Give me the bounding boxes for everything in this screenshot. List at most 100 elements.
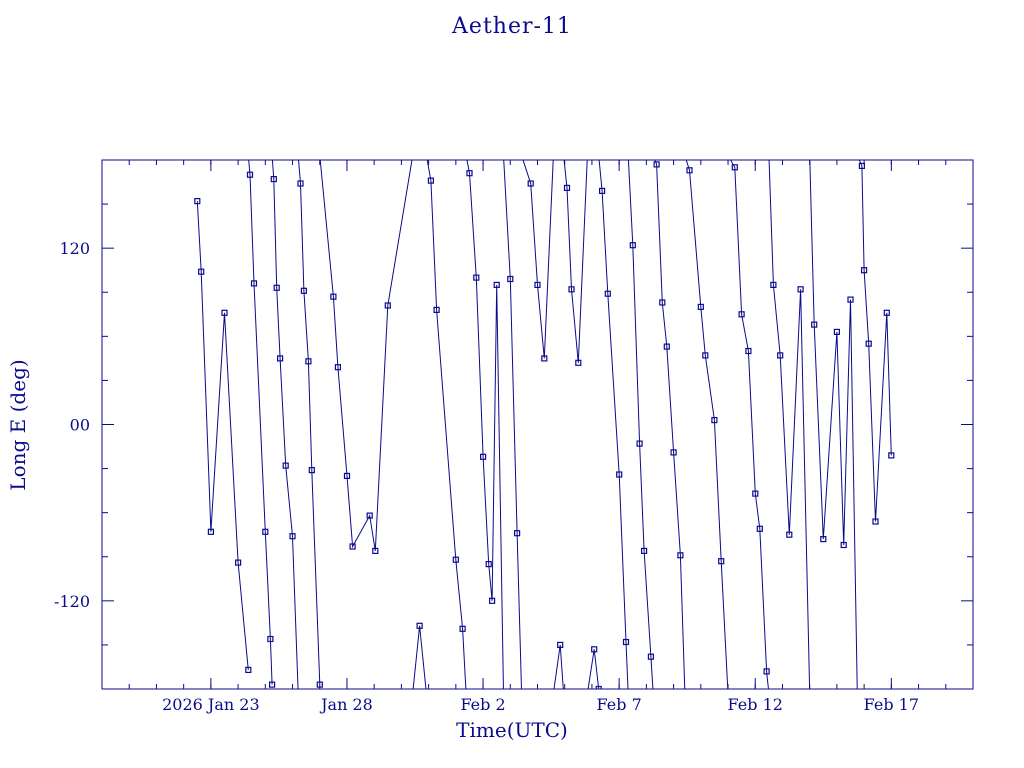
plot-frame [101,159,974,690]
series-line [196,160,892,689]
data-point-marker [416,622,423,629]
data-point-marker [459,625,466,632]
x-tick-label: Feb 12 [728,695,783,714]
data-point-marker [207,528,214,535]
data-point-marker [480,453,487,460]
data-point-marker [316,681,323,688]
data-point-marker [557,641,564,649]
data-point-marker [677,552,684,559]
data-point-marker [756,525,763,532]
data-point-marker [622,638,630,646]
data-point-marker [262,528,269,535]
data-point-marker [466,170,473,177]
data-point-marker [670,449,677,456]
y-tick-label: 00 [70,416,90,435]
data-point-marker [541,355,548,362]
data-point-marker [246,171,254,178]
data-point-marker [860,267,868,274]
tick-layer: 2026 Jan 23 Jan 28 Feb 2 Feb 7 Feb 12 Feb 17 1… [54,159,974,714]
data-point-marker [452,556,459,563]
data-point-marker [366,512,373,519]
data-point-marker [686,167,693,174]
data-point-marker [305,358,312,365]
data-point-marker [334,364,341,371]
data-point-marker [427,177,434,184]
data-point-marker [697,303,704,310]
y-tick-label: 120 [59,239,90,258]
data-point-marker [277,355,284,362]
x-tick-label: 2026 Jan 23 [162,695,260,714]
data-point-marker [563,184,571,191]
series-line-layer [196,160,892,689]
data-point-marker [289,533,296,540]
data-point-marker [770,281,777,288]
data-point-marker [629,242,636,249]
data-point-marker [711,417,718,424]
data-point-marker [273,284,280,291]
data-point-marker [745,347,752,355]
series-marker-layer [194,161,895,689]
data-point-marker [198,268,205,275]
x-tick-label: Jan 28 [319,695,373,714]
chart-title: Aether-11 [452,14,572,39]
data-point-marker [752,490,759,497]
data-point-marker [847,296,854,303]
data-point-marker [663,343,670,350]
data-point-marker [647,653,655,660]
data-point-marker [308,467,315,474]
data-point-marker [527,180,534,187]
data-point-marker [786,531,793,538]
data-point-marker [575,359,582,366]
data-point-marker [659,299,666,306]
data-point-marker [282,462,289,469]
data-point-marker [485,560,492,568]
data-point-marker [718,558,725,565]
data-point-marker [245,666,252,674]
data-point-marker [300,287,307,294]
data-point-marker [858,162,866,169]
data-point-marker [833,328,841,335]
data-point-marker [473,274,480,281]
data-point-marker [820,535,827,543]
y-axis-label: Long E (deg) [6,359,30,491]
x-tick-label: Feb 7 [597,695,642,714]
data-point-marker [777,352,784,359]
data-point-marker [763,668,770,675]
data-point-marker [507,275,514,283]
data-point-marker [840,541,847,549]
data-point-marker [731,164,738,171]
data-point-marker [349,543,356,550]
data-point-marker [811,321,818,328]
data-point-marker [297,180,304,187]
data-point-marker [568,286,575,293]
y-tick-label: -120 [54,592,90,611]
data-point-marker [267,635,274,643]
data-point-marker [883,309,890,316]
data-point-marker [591,646,598,653]
data-point-marker [865,340,872,347]
data-point-marker [330,293,337,300]
x-axis-label: Time(UTC) [456,718,568,742]
data-point-marker [270,176,277,183]
data-point-marker [493,281,500,288]
data-point-marker [598,187,606,194]
data-point-marker [194,198,201,205]
data-point-marker [250,280,258,287]
data-point-marker [595,685,602,689]
data-point-marker [797,286,804,293]
data-point-marker [384,302,391,309]
data-point-marker [738,311,745,318]
data-point-marker [343,472,351,479]
x-tick-label: Feb 2 [460,695,505,714]
data-point-marker [534,281,541,288]
data-point-marker [269,681,276,688]
data-point-marker [640,547,648,555]
data-point-marker [604,290,611,297]
data-point-marker [235,559,242,566]
data-point-marker [888,452,895,459]
x-tick-label: Feb 17 [864,695,919,714]
data-point-marker [433,306,440,313]
data-point-marker [616,471,623,478]
data-point-marker [702,352,709,359]
